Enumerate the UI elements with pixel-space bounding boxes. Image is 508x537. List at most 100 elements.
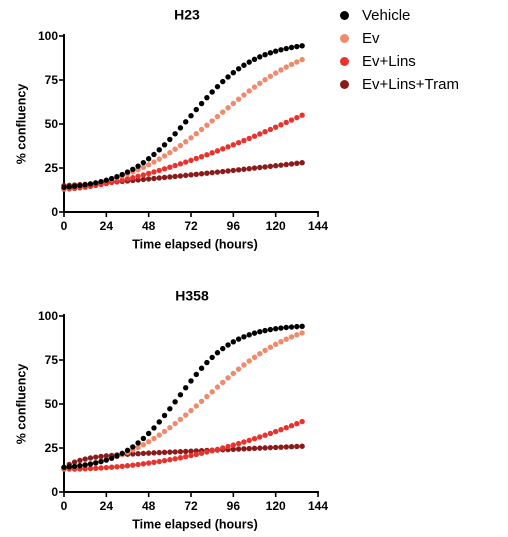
legend-label-ev-lins-tram: Ev+Lins+Tram (362, 76, 459, 93)
data-point (188, 448, 194, 454)
data-point (230, 370, 237, 377)
data-point (235, 96, 242, 102)
x-tick-label: 24 (100, 219, 114, 233)
data-point (235, 66, 242, 72)
data-point (188, 172, 194, 178)
data-point (272, 428, 279, 435)
data-point (288, 117, 295, 123)
data-point (283, 45, 289, 52)
data-point (140, 164, 147, 171)
data-point (140, 441, 147, 448)
x-tick-label: 48 (142, 499, 156, 513)
data-point (294, 114, 300, 121)
data-point (235, 446, 242, 452)
data-point (87, 181, 94, 187)
x-tick-label: 120 (266, 499, 286, 513)
data-point (198, 153, 205, 160)
data-point (108, 455, 115, 461)
y-axis-label: % confluency (14, 84, 28, 165)
data-point (114, 464, 120, 470)
data-point (299, 56, 305, 63)
data-point (145, 460, 152, 466)
data-point (257, 434, 263, 440)
y-tick-label: 25 (45, 161, 59, 175)
data-point (294, 420, 300, 427)
legend-item-ev-lins: Ev+Lins (336, 50, 459, 73)
series-ev-lins (61, 418, 305, 472)
data-point (177, 125, 184, 131)
data-point (251, 445, 258, 452)
series-ev-lins (61, 112, 305, 192)
data-point (93, 454, 99, 460)
data-point (114, 178, 120, 185)
data-point (156, 175, 162, 181)
data-point (299, 43, 305, 49)
data-point (183, 448, 189, 455)
data-point (161, 142, 168, 148)
data-point (172, 399, 178, 405)
legend-item-vehicle: Vehicle (336, 4, 459, 27)
data-point (204, 94, 210, 101)
data-point (167, 136, 173, 143)
data-point (209, 89, 215, 95)
data-point (204, 122, 210, 128)
data-point (230, 142, 237, 148)
data-point (140, 172, 147, 178)
y-tick-label: 75 (45, 73, 59, 87)
data-point (267, 50, 274, 56)
data-point (209, 448, 215, 454)
data-point (188, 452, 194, 459)
x-axis-label: Time elapsed (hours) (132, 517, 258, 531)
legend-label-vehicle: Vehicle (362, 7, 411, 24)
data-point (267, 430, 274, 437)
data-point (151, 450, 157, 456)
data-point (161, 457, 168, 464)
data-point (267, 444, 274, 451)
data-point (220, 168, 226, 175)
data-point (220, 379, 226, 386)
data-point (241, 137, 247, 144)
data-point (283, 161, 289, 168)
data-point (183, 385, 189, 391)
x-tick-label: 144 (308, 219, 328, 233)
data-point (267, 344, 274, 350)
data-point (241, 334, 247, 340)
data-point (251, 133, 258, 139)
data-point (172, 131, 178, 137)
data-point (130, 462, 136, 468)
data-point (283, 64, 289, 70)
data-point (71, 463, 78, 470)
data-point (145, 156, 152, 162)
data-point (225, 375, 231, 381)
x-tick-label: 96 (227, 499, 241, 513)
data-point (183, 172, 189, 179)
data-point (257, 445, 263, 451)
data-point (230, 167, 237, 174)
data-point (225, 144, 231, 150)
data-point (198, 171, 205, 177)
data-point (172, 173, 178, 180)
data-point (241, 446, 247, 452)
data-point (130, 444, 136, 450)
y-tick-label: 25 (45, 441, 59, 455)
data-point (188, 407, 194, 414)
data-point (251, 165, 258, 171)
data-point (161, 166, 168, 172)
data-point (124, 447, 131, 454)
data-point (251, 436, 258, 442)
data-point (299, 323, 305, 330)
data-point (262, 129, 268, 135)
data-point (135, 163, 141, 169)
data-point (93, 465, 99, 471)
data-point (188, 113, 194, 119)
data-point (288, 334, 295, 340)
data-point (156, 449, 162, 456)
x-tick-label: 0 (61, 499, 68, 513)
data-point (71, 459, 78, 465)
data-point (288, 161, 295, 167)
data-point (220, 445, 226, 451)
data-point (283, 119, 289, 126)
data-point (140, 461, 147, 467)
data-point (299, 418, 305, 425)
data-point (278, 426, 284, 433)
